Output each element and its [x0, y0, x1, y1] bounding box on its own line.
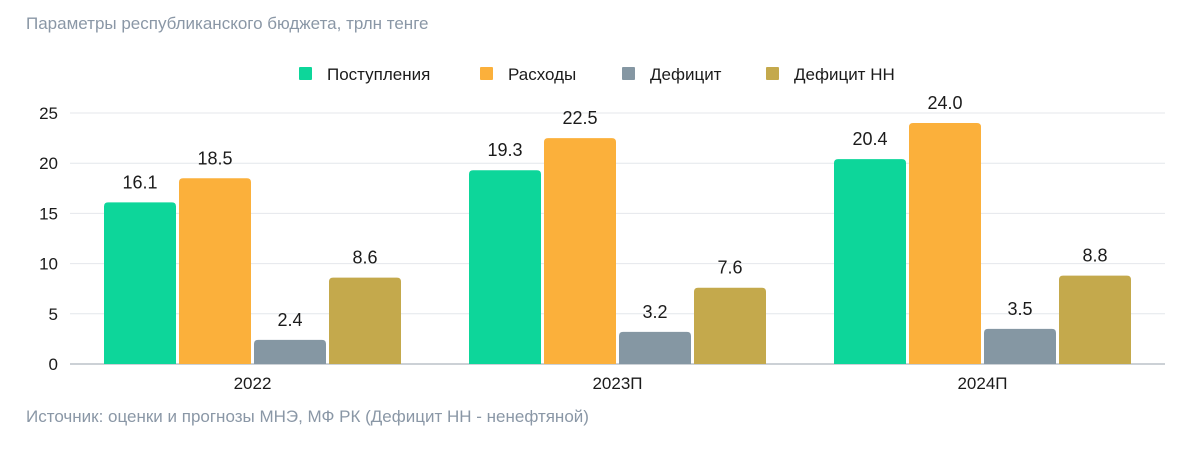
y-tick-label: 5 — [49, 305, 58, 324]
data-label: 3.5 — [1007, 299, 1032, 319]
bar-1-1 — [544, 138, 616, 364]
y-axis-ticks: 0 5 10 15 20 25 — [39, 104, 58, 374]
data-label: 3.2 — [642, 302, 667, 322]
category-label: 2022 — [234, 374, 272, 393]
gridlines — [70, 112, 1165, 365]
data-label: 8.8 — [1082, 246, 1107, 266]
bar-0-2 — [254, 339, 326, 364]
category-label: 2024П — [957, 374, 1007, 393]
legend-swatch — [622, 67, 635, 80]
legend: Поступления Расходы Дефицит Дефицит НН — [299, 65, 895, 84]
bar-2-1 — [909, 123, 981, 364]
legend-swatch — [766, 67, 779, 80]
source-note: Источник: оценки и прогнозы МНЭ, МФ РК (… — [26, 407, 589, 426]
bar-1-0 — [469, 170, 541, 364]
legend-swatch — [480, 67, 493, 80]
legend-label: Поступления — [327, 65, 430, 84]
legend-label: Расходы — [508, 65, 576, 84]
data-label: 24.0 — [927, 93, 962, 113]
legend-label: Дефицит — [650, 65, 722, 84]
y-tick-label: 0 — [49, 355, 58, 374]
bar-2-0 — [834, 159, 906, 364]
y-tick-label: 10 — [39, 255, 58, 274]
bar-2-3 — [1059, 275, 1131, 364]
legend-swatch — [299, 67, 312, 80]
bar-0-3 — [329, 277, 401, 364]
data-labels: 16.1 18.5 2.4 8.6 19.3 22.5 3.2 7.6 20.4 24.0 3.5 8… — [122, 93, 1107, 330]
data-label: 20.4 — [852, 129, 887, 149]
chart-title: Параметры республиканского бюджета, трлн… — [26, 14, 429, 33]
bars — [104, 123, 1131, 364]
bar-0-0 — [104, 202, 176, 364]
y-tick-label: 20 — [39, 154, 58, 173]
y-tick-label: 25 — [39, 104, 58, 123]
data-label: 2.4 — [277, 310, 302, 330]
legend-label: Дефицит НН — [794, 65, 895, 84]
bar-1-3 — [694, 287, 766, 364]
bar-1-2 — [619, 331, 691, 364]
data-label: 19.3 — [487, 140, 522, 160]
data-label: 18.5 — [197, 148, 232, 168]
data-label: 22.5 — [562, 108, 597, 128]
bar-0-1 — [179, 178, 251, 364]
data-label: 8.6 — [352, 248, 377, 268]
category-label: 2023П — [592, 374, 642, 393]
y-tick-label: 15 — [39, 204, 58, 223]
bar-2-2 — [984, 328, 1056, 364]
data-label: 16.1 — [122, 172, 157, 192]
x-axis-categories: 2022 2023П 2024П — [234, 374, 1008, 393]
data-label: 7.6 — [717, 258, 742, 278]
